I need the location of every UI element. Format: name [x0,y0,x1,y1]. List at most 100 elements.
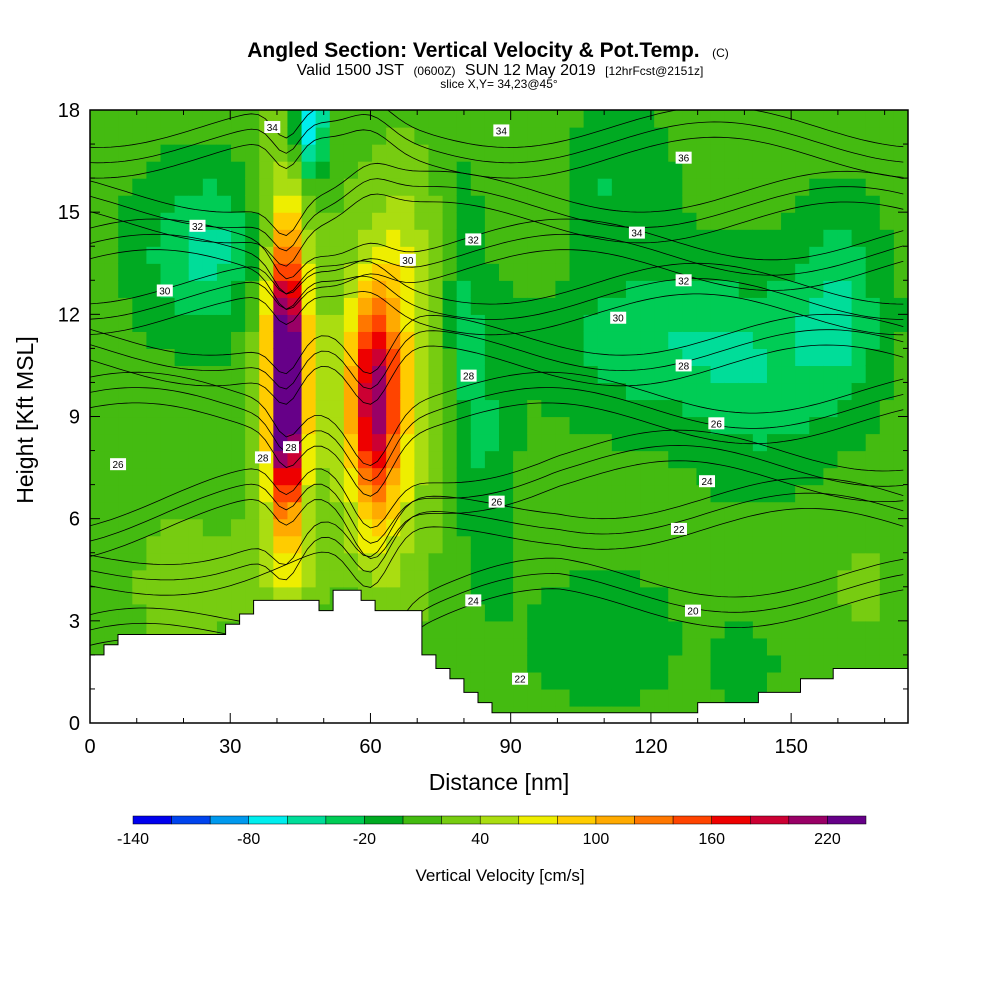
velocity-cell [400,212,415,230]
velocity-cell [174,280,190,298]
velocity-cell [132,297,148,315]
x-tick-label: 120 [634,736,667,758]
velocity-cell [555,552,571,571]
velocity-cell [611,212,627,230]
velocity-cell [513,229,528,247]
velocity-cell [104,433,119,452]
velocity-cell [879,246,895,264]
velocity-cell [781,654,796,673]
velocity-cell [668,552,683,571]
velocity-cell [710,535,726,554]
velocity-cell [837,501,853,520]
velocity-cell [611,603,627,622]
velocity-cell [611,654,627,673]
velocity-cell [202,603,218,622]
velocity-cell [202,246,218,264]
velocity-cell [738,501,754,520]
theta-label-box [675,274,692,287]
velocity-cell [893,552,908,571]
velocity-cell [625,637,641,656]
velocity-cell [597,450,613,469]
velocity-cell [442,416,458,435]
velocity-cell [414,484,430,503]
velocity-cell [442,348,458,367]
colorbar-swatch [672,815,712,825]
velocity-cell [696,195,712,213]
velocity-cell [315,178,331,196]
velocity-cell [682,297,698,315]
velocity-cell [231,569,246,588]
velocity-cell [146,348,162,367]
colorbar-swatch [441,815,481,825]
velocity-cell [555,501,571,520]
velocity-cell [386,314,401,332]
velocity-cell [414,467,430,486]
velocity-cell [555,433,571,452]
velocity-cell [640,144,655,162]
velocity-cell [160,161,176,179]
velocity-cell [513,110,528,128]
velocity-cell [879,314,895,332]
velocity-cell [865,263,881,281]
colorbar-tick-label: -20 [353,831,376,848]
velocity-cell [132,161,148,179]
velocity-cell [569,212,585,230]
velocity-cell [386,416,401,435]
velocity-cell [781,620,796,639]
velocity-cell [132,365,148,384]
velocity-cell [809,450,824,469]
velocity-cell [569,569,585,588]
velocity-cell [710,671,726,690]
velocity-cell [837,331,853,349]
velocity-cell [216,569,232,588]
colorbar-swatch [209,815,249,825]
velocity-cell [766,127,782,145]
velocity-cell [781,501,796,520]
velocity-cell [442,127,458,145]
velocity-cell [597,280,613,298]
colorbar-swatch [711,815,751,825]
velocity-cell [470,637,486,656]
velocity-cell [541,688,557,707]
theta-contour-line [90,193,904,267]
velocity-cell [752,569,768,588]
velocity-cell [724,467,740,486]
velocity-cell [555,654,571,673]
theta-contour-line [90,113,904,164]
colorbar-swatch [557,815,597,825]
velocity-cell [428,552,444,571]
velocity-cell [527,246,542,264]
velocity-cell [851,246,867,264]
velocity-cell [442,484,458,503]
velocity-cell [611,467,627,486]
velocity-cell [484,382,500,401]
theta-contour-line [90,110,904,148]
velocity-cell [231,110,246,128]
velocity-cell [343,127,359,145]
velocity-cell [879,569,895,588]
velocity-cell [160,246,176,264]
velocity-cell [893,280,908,298]
velocity-cell [640,382,655,401]
velocity-cell [795,399,810,418]
velocity-cell [682,552,698,571]
velocity-cell [287,450,303,469]
velocity-cell [174,416,190,435]
velocity-cell [640,637,655,656]
velocity-cell [287,195,303,213]
velocity-cell [414,365,430,384]
velocity-cell [442,280,458,298]
velocity-cell [231,535,246,554]
velocity-cell [146,212,162,230]
theta-contour-line [90,344,904,405]
velocity-cell [428,314,444,332]
velocity-cell [146,331,162,349]
velocity-cell [668,569,683,588]
velocity-cell [527,280,542,298]
velocity-cell [879,127,895,145]
colorbar-tick-label: -140 [117,831,149,848]
velocity-cell [879,331,895,349]
velocity-cell [710,144,726,162]
velocity-cell [851,127,867,145]
velocity-cell [231,144,246,162]
